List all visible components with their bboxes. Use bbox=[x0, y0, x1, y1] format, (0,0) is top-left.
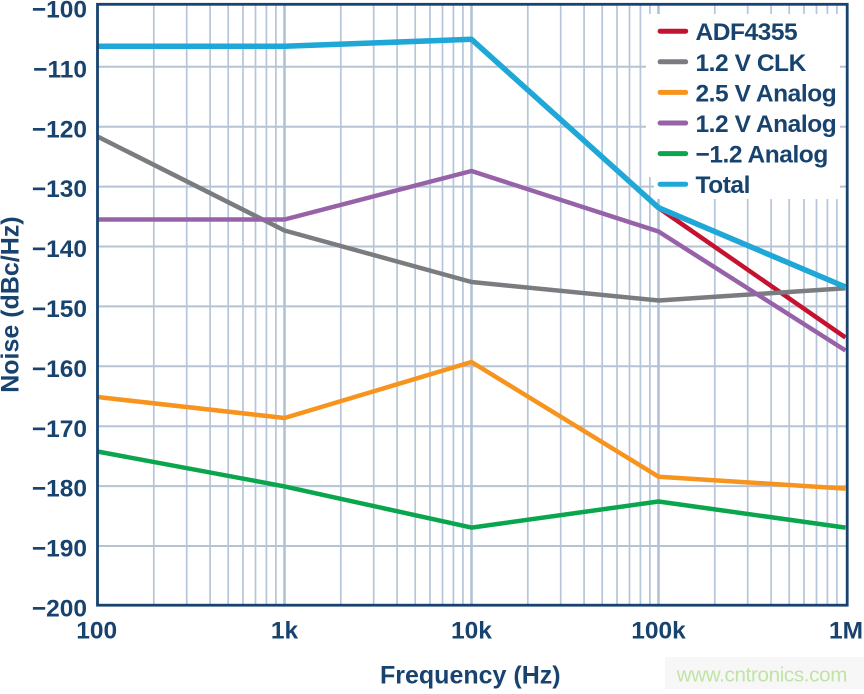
svg-text:−1.2 Analog: −1.2 Analog bbox=[696, 142, 828, 169]
svg-text:1M: 1M bbox=[829, 617, 863, 644]
svg-text:−100: −100 bbox=[32, 0, 87, 24]
svg-text:−180: −180 bbox=[32, 476, 87, 503]
svg-text:−140: −140 bbox=[32, 236, 87, 263]
svg-text:−150: −150 bbox=[32, 296, 87, 323]
svg-text:−110: −110 bbox=[33, 56, 87, 83]
svg-text:−200: −200 bbox=[32, 596, 87, 623]
svg-text:−160: −160 bbox=[32, 356, 87, 383]
svg-text:−120: −120 bbox=[32, 116, 87, 143]
svg-text:1k: 1k bbox=[271, 617, 299, 644]
svg-text:−190: −190 bbox=[32, 536, 87, 563]
svg-text:1.2 V Analog: 1.2 V Analog bbox=[696, 111, 837, 138]
svg-text:Noise (dBc/Hz): Noise (dBc/Hz) bbox=[0, 216, 25, 392]
svg-text:−170: −170 bbox=[32, 416, 87, 443]
svg-text:Total: Total bbox=[696, 172, 750, 199]
svg-text:www.cntronics.com: www.cntronics.com bbox=[676, 664, 847, 687]
svg-text:1.2 V CLK: 1.2 V CLK bbox=[696, 50, 807, 77]
svg-text:−130: −130 bbox=[32, 176, 87, 203]
svg-text:100: 100 bbox=[76, 617, 117, 644]
svg-text:10k: 10k bbox=[451, 617, 492, 644]
svg-text:100k: 100k bbox=[631, 617, 686, 644]
svg-text:Frequency (Hz): Frequency (Hz) bbox=[380, 661, 561, 689]
svg-text:2.5 V Analog: 2.5 V Analog bbox=[696, 80, 837, 107]
svg-text:ADF4355: ADF4355 bbox=[696, 19, 798, 46]
